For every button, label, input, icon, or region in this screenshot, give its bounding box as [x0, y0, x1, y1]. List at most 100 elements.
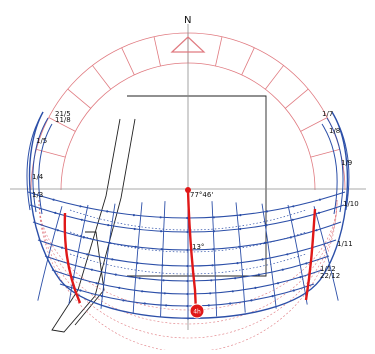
sun-path-net: [26, 111, 350, 320]
sun-marker[interactable]: 4h: [189, 303, 205, 319]
net-node: [291, 218, 294, 221]
net-node: [82, 236, 85, 239]
net-node: [239, 227, 242, 231]
net-hour-line: [211, 201, 218, 317]
dome-tick: [264, 65, 284, 90]
net-dotted-curve: [69, 231, 307, 253]
net-node: [134, 245, 137, 248]
net-node: [186, 264, 189, 268]
net-hour-line: [235, 202, 246, 313]
wall-outline: [51, 118, 136, 333]
net-node: [138, 277, 141, 280]
net-node: [86, 253, 89, 256]
dome-tick: [310, 148, 340, 158]
center-angle-label: 77°46': [190, 191, 213, 199]
net-node: [54, 211, 57, 214]
net-node: [80, 218, 83, 221]
net-node: [118, 286, 121, 289]
net-node: [159, 216, 162, 219]
net-node: [211, 264, 214, 267]
net-node: [212, 248, 215, 251]
dome-tick: [215, 36, 223, 67]
date-label-11-8: 11/8: [55, 116, 71, 124]
dome-tick: [153, 36, 161, 67]
net-node: [257, 273, 260, 276]
wall-outline-b: [74, 231, 105, 326]
sun-dot[interactable]: [189, 303, 205, 319]
net-node: [186, 304, 189, 308]
net-node: [276, 282, 280, 285]
net-node: [207, 304, 210, 307]
net-node: [165, 304, 168, 307]
net-node: [229, 302, 232, 305]
net-node: [212, 230, 215, 233]
red-path-center: [186, 190, 198, 313]
net-node: [56, 229, 59, 232]
net-right-band: [321, 123, 338, 215]
net-node: [281, 268, 284, 271]
net-node: [133, 227, 136, 231]
date-label-1-10: 1/10: [343, 200, 359, 208]
north-marker: [170, 36, 206, 53]
net-hour-line: [68, 204, 89, 305]
obstruction-outlines: [51, 95, 267, 333]
date-label-21-5: 21/5: [55, 110, 71, 118]
net-node: [186, 230, 189, 234]
date-label-1-8: 1/8: [329, 127, 340, 135]
net-node: [315, 229, 318, 232]
dome-tick: [67, 88, 91, 109]
net-node: [286, 253, 289, 256]
net-boundary: [28, 111, 349, 319]
net-hour-line: [313, 206, 339, 301]
dome-lower-ring: [38, 199, 338, 325]
date-label-1-4: 1/4: [32, 173, 44, 181]
net-node: [239, 214, 242, 217]
date-label-1-3: 1/3: [32, 191, 43, 199]
net-node: [250, 299, 253, 302]
dome-tick: [36, 148, 66, 158]
net-node: [111, 258, 114, 261]
date-label-1-12: 1/12: [320, 265, 336, 273]
net-dotted-curve: [69, 209, 307, 231]
date-label-1-11: 1/11: [337, 240, 353, 248]
net-date-curve: [27, 191, 346, 219]
net-node: [186, 279, 189, 283]
net-node: [107, 224, 110, 227]
building-outline: [127, 95, 267, 277]
net-node: [261, 258, 264, 261]
net-dotted-curve: [69, 253, 307, 275]
net-hour-line: [261, 203, 277, 309]
net-node: [90, 268, 93, 271]
net-hour-line: [100, 203, 116, 309]
date-label-22-12: 22/12: [320, 272, 340, 280]
net-node: [108, 241, 111, 244]
net-right-band: [331, 111, 350, 211]
dome-tick: [92, 65, 112, 90]
net-hour-line: [160, 201, 166, 317]
net-node: [79, 205, 82, 208]
date-label-1-9: 1/9: [341, 159, 352, 167]
highlight-paths: [63, 190, 317, 313]
net-node: [209, 292, 212, 295]
net-date-curve: [51, 269, 323, 295]
net-node: [292, 289, 295, 292]
net-node: [265, 224, 268, 227]
north-label: N: [184, 15, 191, 26]
net-node: [254, 286, 257, 289]
dome-lower-ring: [38, 199, 338, 339]
net-date-curve: [37, 239, 337, 267]
red-path-left: [63, 212, 82, 304]
net-node: [318, 198, 321, 201]
net-node: [186, 216, 189, 220]
net-node: [292, 205, 295, 208]
net-node: [186, 292, 189, 296]
net-node: [161, 264, 164, 267]
zenith-dot: [185, 187, 191, 193]
net-node: [160, 230, 163, 233]
net-left-band: [26, 111, 44, 211]
net-hour-line: [132, 202, 143, 313]
net-node: [299, 276, 302, 279]
net-node: [143, 302, 146, 305]
net-node: [236, 262, 239, 265]
